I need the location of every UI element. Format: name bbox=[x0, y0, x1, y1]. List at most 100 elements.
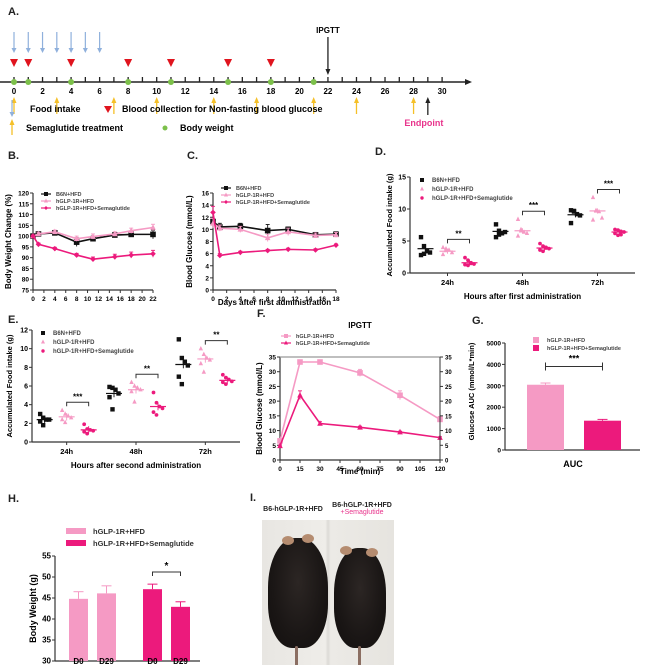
food-intake-arrowhead-icon bbox=[97, 48, 103, 53]
x-axis-title: AUC bbox=[563, 459, 583, 469]
panel-label-i: I. bbox=[250, 492, 257, 504]
y-tick-label: 110 bbox=[19, 212, 30, 219]
timeline-tick-label: 16 bbox=[238, 87, 247, 96]
y-tick-label: 3000 bbox=[487, 383, 502, 390]
ipgtt-label: IPGTT bbox=[316, 26, 340, 35]
legend-blood-collection-label: Blood collection for Non-fasting blood g… bbox=[122, 104, 323, 114]
data-point bbox=[237, 226, 244, 232]
x-tick-label: 72h bbox=[591, 278, 604, 287]
panel-label-g: G. bbox=[472, 315, 484, 327]
data-point bbox=[317, 359, 323, 365]
x-tick-label: 48h bbox=[130, 447, 143, 456]
y-tick-label: 4000 bbox=[487, 362, 502, 369]
y-tick-label: 4 bbox=[205, 263, 209, 270]
x-tick-label: 20 bbox=[138, 296, 146, 303]
legend-marker-icon bbox=[284, 334, 288, 338]
photo-label-treated-line2: +Semaglutide bbox=[340, 509, 384, 516]
data-point bbox=[515, 233, 521, 238]
food-intake-arrowhead-icon bbox=[25, 48, 31, 53]
data-point bbox=[176, 337, 182, 342]
data-point bbox=[82, 429, 87, 434]
y-tick-label: 30 bbox=[269, 369, 277, 376]
mouse-ear bbox=[366, 548, 378, 557]
data-point bbox=[538, 241, 542, 246]
bar bbox=[143, 589, 162, 661]
data-point bbox=[264, 234, 271, 241]
y-tick-label: 12 bbox=[202, 215, 210, 222]
x-tick-label: 48h bbox=[516, 278, 529, 287]
y-axis-title: Accumulated Food intake (g) bbox=[5, 334, 14, 437]
data-point bbox=[154, 413, 159, 417]
series-line bbox=[279, 393, 441, 447]
legend-label: hGLP-1R+HFD+Semaglutide bbox=[56, 206, 130, 212]
x-tick-label: 2 bbox=[42, 296, 46, 303]
legend-marker-icon bbox=[224, 192, 228, 197]
x-tick-label: 105 bbox=[415, 466, 426, 473]
y-tick-label: 5 bbox=[272, 443, 276, 450]
x-tick-label: D0 bbox=[73, 657, 84, 665]
x-tick-label: 22 bbox=[149, 296, 157, 303]
x-tick-label: 0 bbox=[211, 296, 215, 303]
y-axis-title: Body Weight (g) bbox=[28, 574, 38, 643]
data-point bbox=[201, 351, 207, 356]
data-point bbox=[502, 229, 508, 235]
data-point bbox=[418, 234, 424, 240]
timeline-tick-label: 28 bbox=[409, 87, 418, 96]
y-tick-label: 8 bbox=[205, 239, 209, 246]
blood-collection-marker-icon bbox=[266, 59, 275, 67]
data-point bbox=[541, 249, 545, 254]
data-point bbox=[357, 370, 363, 376]
x-tick-label: 4 bbox=[53, 296, 57, 303]
timeline-tick-label: 24 bbox=[352, 87, 361, 96]
data-point bbox=[85, 431, 90, 436]
photo-label-treated-line1: B6-hGLP-1R+HFD bbox=[332, 502, 392, 509]
timeline-tick-label: 0 bbox=[12, 87, 17, 96]
timeline-diagram: 0 2 4 6 8 10 12 14 16 18 20 22 24 26 28 30IPGTTEndpoint… bbox=[0, 26, 472, 135]
legend-semaglutide-arrowhead-icon bbox=[9, 119, 15, 125]
data-point bbox=[35, 241, 42, 248]
data-point bbox=[37, 411, 43, 417]
y-tick-label: 50 bbox=[42, 573, 51, 582]
data-point bbox=[541, 244, 545, 248]
data-point bbox=[285, 246, 291, 253]
panel-label-d: D. bbox=[375, 146, 386, 158]
data-point bbox=[333, 231, 339, 238]
legend-marker-icon bbox=[44, 198, 48, 203]
data-point bbox=[493, 234, 499, 240]
legend-body-weight-label: Body weight bbox=[180, 123, 234, 133]
bar bbox=[171, 606, 190, 661]
legend-food-intake-arrowhead-icon bbox=[9, 112, 15, 117]
x-tick-label: 2 bbox=[225, 296, 229, 303]
data-point bbox=[37, 419, 43, 424]
x-tick-label: 0 bbox=[31, 296, 35, 303]
legend-label: hGLP-1R+HFD bbox=[56, 199, 94, 205]
panel-label-h: H. bbox=[8, 493, 19, 505]
data-point bbox=[421, 251, 427, 256]
y-axis-title: Blood Glucose (mmol/L) bbox=[185, 195, 194, 288]
y-tick-label: 14 bbox=[202, 203, 210, 210]
y-tick-label: 30 bbox=[42, 657, 51, 665]
chart-body-weight-change: 75 80 85 90 95 100 105 110 115 120 0 2 4 6 8 10 12 14 16 18… bbox=[4, 191, 157, 304]
legend-label: hGLP-1R+HFD+Semaglutide bbox=[432, 196, 513, 202]
data-point bbox=[160, 406, 165, 411]
legend-marker-icon bbox=[224, 186, 228, 190]
legend-label: hGLP-1R+HFD bbox=[432, 187, 474, 193]
panel-label-a: A. bbox=[8, 6, 19, 18]
ipgtt-arrowhead-icon bbox=[325, 69, 331, 75]
body-weight-marker-icon bbox=[68, 79, 75, 85]
significance-bracket bbox=[522, 210, 545, 216]
y-tick-label: 100 bbox=[18, 234, 29, 241]
x-tick-label: 30 bbox=[316, 466, 324, 473]
data-point bbox=[112, 230, 118, 237]
data-point bbox=[421, 243, 427, 249]
chart-body-weight: 30 35 40 45 50 55 D0 D29 D0 D29 * Body Weight (g) hG… bbox=[28, 527, 200, 665]
data-point bbox=[277, 438, 283, 444]
data-point bbox=[285, 228, 291, 235]
data-point bbox=[277, 442, 283, 449]
data-point bbox=[613, 227, 617, 232]
y-axis-title: Body Weight Change (%) bbox=[4, 194, 13, 289]
legend-label: hGLP-1R+HFD bbox=[53, 340, 95, 346]
data-point bbox=[493, 222, 499, 227]
timeline-tick-label: 20 bbox=[295, 87, 304, 96]
